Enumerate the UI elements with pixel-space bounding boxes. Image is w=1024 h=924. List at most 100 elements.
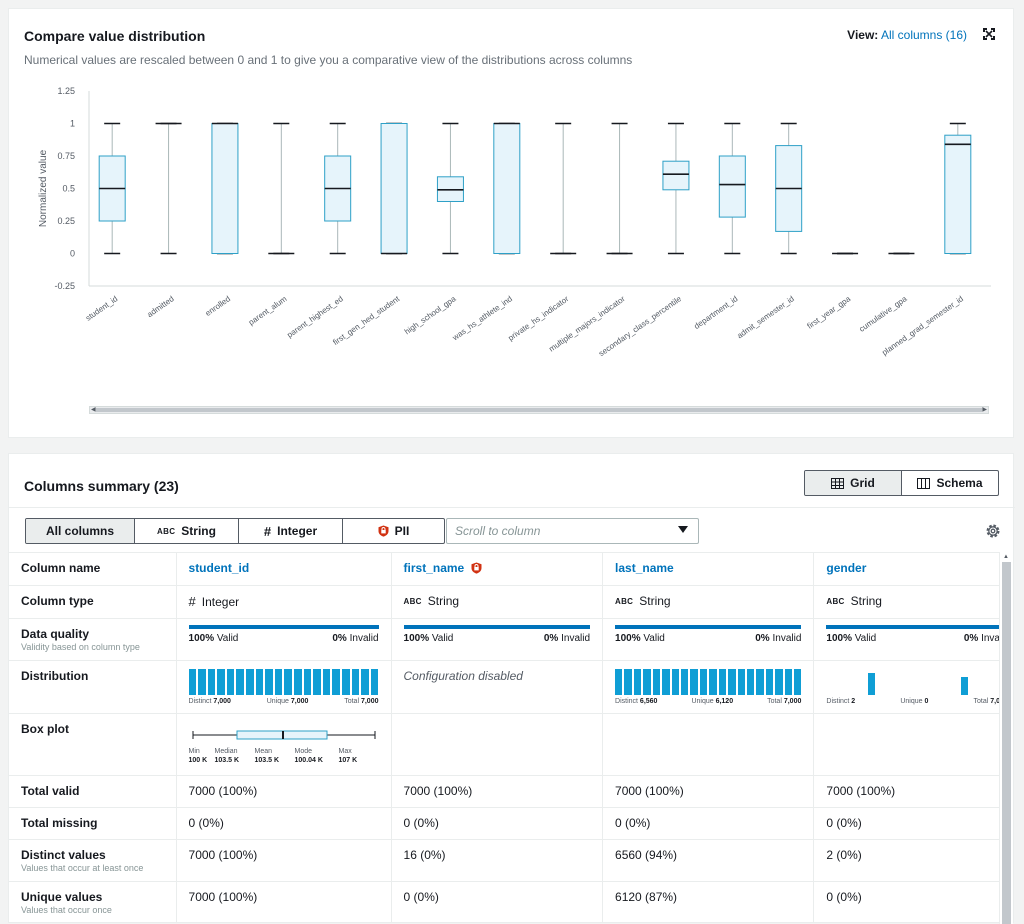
filter-pii[interactable]: PII [342, 519, 444, 543]
y-tick-label: 0 [70, 249, 75, 259]
settings-gear-icon[interactable] [985, 523, 1001, 539]
grid-button[interactable]: Grid [805, 471, 901, 495]
unique-label: Unique [266, 698, 289, 705]
vertical-scroll-thumb[interactable] [1002, 562, 1011, 924]
distribution-cell: Distinct 2 Unique 0 Total 7,0 [813, 660, 1013, 714]
summary-title: Columns summary (23) [24, 478, 179, 494]
distinct-label: Distinct [188, 698, 212, 705]
total-count: 7,000 [360, 698, 379, 705]
scroll-right-icon[interactable]: ▶ [982, 407, 987, 413]
invalid-label: Invalid [772, 633, 802, 644]
scroll-thumb[interactable] [96, 408, 982, 412]
total-valid-value: 7000 (100%) [391, 775, 604, 808]
total-valid-label: Total valid [21, 784, 80, 798]
view-selector[interactable]: View: All columns (16) [847, 28, 967, 42]
distribution-histogram [826, 669, 1000, 695]
empty-cell [813, 713, 1013, 776]
y-tick-label: 0.25 [57, 216, 75, 226]
row-box-plot: Box plot Min 100 K Median 103.5 K Mean 103.… [9, 713, 1013, 776]
column-header-link[interactable]: student_id [188, 561, 250, 575]
scroll-up-icon[interactable]: ▲ [1003, 554, 1009, 560]
expand-icon[interactable] [982, 27, 996, 41]
total-missing-value: 0 (0%) [602, 807, 815, 840]
total-missing-value: 0 (0%) [813, 807, 1013, 840]
column-header-link[interactable]: gender [826, 561, 867, 575]
y-tick-label: -0.25 [54, 281, 75, 291]
box-iqr [944, 134, 972, 254]
bp-mean-value: 103.5 K [254, 757, 280, 764]
cell-name-student-id[interactable]: student_id [176, 552, 392, 586]
x-tick-label: parent_highest_ed [285, 294, 344, 339]
cell-name-last-name[interactable]: last_name [602, 552, 815, 586]
x-tick-label: department_id [692, 294, 739, 331]
x-tick-label: was_hs_athlete_ind [450, 294, 514, 343]
distribution-cell: Distinct 7,000 Unique 7,000 Total 7,000 [176, 660, 392, 714]
quality-cell: 100% Valid 0% Invalid [391, 618, 604, 661]
columns-summary-panel: Columns summary (23) Grid Schema All col… [8, 453, 1015, 924]
label-column-name: Column name [9, 552, 177, 586]
view-value-link[interactable]: All columns (16) [880, 28, 967, 42]
x-tick-label: private_hs_indicator [507, 294, 571, 343]
string-type-icon: ABC [615, 596, 634, 606]
total-label: Total [344, 698, 360, 705]
y-tick-label: 1.25 [57, 86, 75, 96]
type-value: String [850, 594, 882, 608]
scroll-left-icon[interactable]: ◀ [91, 407, 96, 413]
cell-name-gender[interactable]: gender [813, 552, 1013, 586]
quality-cell: 100% Valid 0% Inva [813, 618, 1013, 661]
schema-label: Schema [936, 476, 983, 490]
x-tick-label: enrolled [204, 294, 232, 318]
bp-mode-label: Mode [294, 748, 313, 755]
chart-horizontal-scrollbar[interactable]: ◀ ▶ [89, 406, 989, 414]
type-cell: ABC String [602, 585, 815, 619]
valid-pct: 100% [188, 633, 215, 644]
unique-values-label: Unique values [21, 890, 103, 904]
distinct-value: 6560 (94%) [602, 839, 815, 882]
label-total-missing: Total missing [9, 807, 177, 840]
scroll-to-column-select[interactable]: Scroll to column [446, 518, 699, 544]
unique-value: 0 (0%) [813, 881, 1013, 923]
bp-max-label: Max [338, 748, 352, 755]
valid-bar [615, 625, 802, 629]
y-tick-label: 0.75 [57, 151, 75, 161]
valid-label: Valid [216, 633, 239, 644]
view-toggle: Grid Schema [804, 470, 999, 496]
type-value: Integer [201, 594, 240, 609]
filter-integer[interactable]: # Integer [238, 519, 342, 543]
box-plot-label: Box plot [21, 722, 69, 736]
panel-title: Compare value distribution [24, 28, 206, 44]
filter-all-label: All columns [45, 524, 114, 538]
type-value: String [639, 594, 671, 608]
box-iqr [211, 123, 239, 254]
distinct-count: 2 [851, 698, 856, 705]
distinct-values-desc: Values that occur at least once [21, 863, 144, 873]
row-data-quality: Data quality Validity based on column typ… [9, 618, 1013, 661]
distinct-count: 7,000 [213, 698, 231, 705]
cell-name-first-name[interactable]: first_name [391, 552, 604, 586]
box-iqr [493, 123, 521, 254]
column-header-link[interactable]: first_name [403, 561, 465, 575]
valid-bar [403, 625, 591, 629]
unique-value: 6120 (87%) [602, 881, 815, 923]
filter-string[interactable]: ABC String [134, 519, 238, 543]
unique-count: 6,120 [715, 698, 734, 705]
unique-label: Unique [691, 698, 714, 705]
column-header-link[interactable]: last_name [615, 561, 674, 575]
filter-pii-label: PII [394, 524, 410, 538]
distribution-label: Distribution [21, 669, 89, 683]
filter-string-label: String [181, 524, 216, 538]
boxplot-cell: Min 100 K Median 103.5 K Mean 103.5 K Mode 1… [176, 713, 392, 776]
total-count: 7,000 [783, 698, 802, 705]
quality-cell: 100% Valid 0% Invalid [602, 618, 815, 661]
row-distinct-values: Distinct values Values that occur at leas… [9, 839, 1013, 882]
filter-all-columns[interactable]: All columns [26, 519, 134, 543]
boxplot-chart: 1.25 1 0.75 0.5 0.25 0 -0.25 Normalized value st… [38, 86, 991, 358]
x-tick-label: student_id [84, 294, 119, 323]
x-tick-label: first_year_gpa [806, 294, 853, 331]
data-quality-label: Data quality [21, 627, 90, 641]
bp-median-value: 103.5 K [214, 757, 240, 764]
view-label: View: [847, 28, 879, 42]
grid-label: Grid [850, 476, 875, 490]
schema-button[interactable]: Schema [901, 471, 998, 495]
grid-vertical-scrollbar[interactable]: ▲ [999, 552, 1013, 924]
